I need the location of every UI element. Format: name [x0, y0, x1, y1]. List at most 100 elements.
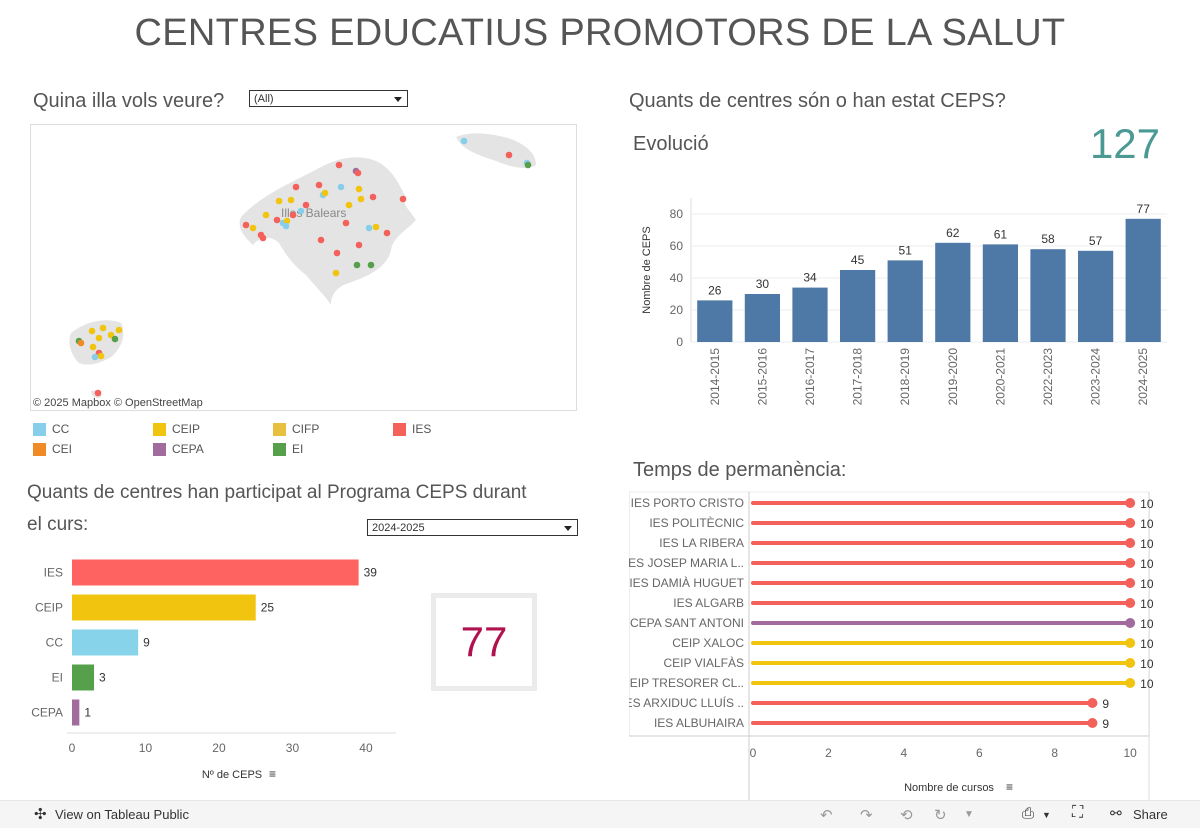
legend-swatch [33, 442, 46, 456]
bar [72, 629, 139, 656]
y-axis-title: Nombre de CEPS [641, 226, 653, 313]
y-tick-label: 20 [670, 303, 684, 317]
bar [839, 270, 876, 342]
category-label: IES LA RIBERA [659, 536, 744, 550]
x-tick-label: 2017-2018 [851, 348, 865, 406]
lollipop-dot [1125, 578, 1136, 588]
x-tick-label: 10 [1123, 746, 1137, 760]
participation-heading-line2: el curs: [27, 514, 89, 535]
undo-icon[interactable]: ↶ [820, 807, 833, 824]
category-label: CEIP VIALFÀS [664, 655, 744, 670]
share-icon[interactable]: ⚯ [1110, 805, 1122, 821]
redo-icon[interactable]: ↷ [860, 807, 873, 824]
data-label: 39 [364, 566, 378, 580]
data-label: 26 [708, 283, 722, 297]
x-axis-title: Nombre de cursos [904, 782, 994, 794]
legend-swatch [273, 442, 286, 456]
category-label: EI [52, 671, 63, 685]
data-label: 61 [994, 227, 1008, 241]
participation-bar-chart[interactable]: 39 IES 25 CEIP 9 CC 3 EI 1 CEPA 0 10 20 30 40 Nº de CEP… [20, 550, 410, 780]
year-filter-dropdown[interactable]: 2024-2025 [367, 519, 578, 536]
map-points[interactable] [75, 137, 532, 397]
sort-icon: ≡ [269, 767, 276, 780]
fullscreen-icon[interactable]: ⛶ [1072, 804, 1084, 821]
legend-item-cc[interactable]: CC [33, 422, 69, 436]
category-label: IES DAMIÀ HUGUET [629, 575, 744, 590]
lollipop-dot [1125, 618, 1136, 628]
refresh-dropdown-icon[interactable]: ▼ [964, 809, 974, 820]
x-tick-label: 10 [139, 741, 153, 755]
legend-swatch [153, 422, 166, 436]
x-tick-label: 2 [825, 746, 832, 760]
legend-swatch [33, 422, 46, 436]
year-filter-value: 2024-2025 [372, 522, 425, 534]
category-label: CEIP XALOC [672, 636, 744, 650]
bar [792, 287, 828, 342]
bar [982, 244, 1019, 342]
legend-item-ies[interactable]: IES [393, 422, 431, 436]
revert-icon[interactable]: ⟲ [900, 807, 913, 824]
lollipop-dot [1125, 598, 1136, 608]
x-tick-label: 0 [750, 746, 757, 760]
data-label: 30 [756, 277, 770, 291]
download-dropdown-icon[interactable]: ▼ [1042, 810, 1051, 820]
evolution-heading: Quants de centres són o han estat CEPS? [629, 90, 1006, 112]
island-filter-dropdown[interactable]: (All) [249, 90, 408, 107]
lollipop-dot [1125, 498, 1136, 508]
legend-item-ceip[interactable]: CEIP [153, 422, 200, 436]
bar [1030, 249, 1066, 342]
data-label: 45 [851, 253, 865, 267]
data-label: 10 [1140, 557, 1154, 571]
data-label: 10 [1140, 617, 1154, 631]
view-on-tableau-link[interactable]: View on Tableau Public [55, 807, 189, 822]
legend-swatch [393, 422, 406, 436]
y-tick-label: 0 [676, 335, 683, 349]
y-tick-label: 40 [670, 271, 684, 285]
bar [72, 559, 359, 586]
category-label: IES POLITÈCNIC [649, 515, 744, 530]
map-place-label: Illes Balears [281, 206, 346, 220]
x-tick-label: 0 [69, 741, 76, 755]
x-tick-label: 2024-2025 [1136, 348, 1150, 406]
lollipop-dot [1125, 558, 1136, 568]
bar [72, 664, 95, 691]
x-tick-label: 6 [976, 746, 983, 760]
dropdown-arrow-icon [394, 97, 402, 102]
participation-kpi: 77 [460, 618, 508, 665]
x-tick-label: 2014-2015 [708, 348, 722, 406]
x-tick-label: 2020-2021 [993, 348, 1007, 406]
bar [744, 294, 781, 342]
download-icon[interactable]: ⎙ [1022, 805, 1035, 822]
data-label: 77 [1137, 202, 1151, 216]
data-label: 10 [1140, 597, 1154, 611]
bar [1077, 250, 1114, 342]
island-filter-label: Quina illa vols veure? [33, 90, 225, 112]
permanence-lollipop-chart[interactable]: IES PORTO CRISTO 10 IES POLITÈCNIC 10 IES LA… [629, 490, 1154, 800]
category-label: IES JOSEP MARIA L.. [629, 556, 744, 570]
data-label: 9 [1102, 717, 1109, 731]
dashboard-title: CENTRES EDUCATIUS PROMOTORS DE LA SALUT [134, 12, 1066, 54]
x-tick-label: 2019-2020 [946, 348, 960, 406]
y-tick-label: 60 [670, 239, 684, 253]
eivissa-island-shape [69, 320, 124, 365]
data-label: 10 [1140, 577, 1154, 591]
y-tick-label: 80 [670, 207, 684, 221]
bar [72, 699, 80, 726]
category-label: IES PORTO CRISTO [631, 496, 744, 510]
data-label: 10 [1140, 517, 1154, 531]
legend-item-cifp[interactable]: CIFP [273, 422, 319, 436]
map-view[interactable]: Illes Balears [30, 124, 577, 411]
legend-item-cei[interactable]: CEI [33, 442, 72, 456]
category-label: CEIP TRESORER CL.. [629, 676, 744, 690]
legend-item-cepa[interactable]: CEPA [153, 442, 204, 456]
total-ceps-kpi: 127 [1089, 120, 1161, 167]
category-label: CEPA [31, 706, 63, 720]
share-button[interactable]: Share [1133, 807, 1168, 822]
evolution-bar-chart[interactable]: 0 20 40 60 80 Nombre de CEPS 26 2014-2015 30 2015… [629, 188, 1174, 418]
refresh-icon[interactable]: ↻ [934, 807, 947, 824]
legend-item-ei[interactable]: EI [273, 442, 303, 456]
x-tick-label: 2015-2016 [755, 348, 769, 406]
category-label: CEIP [35, 601, 63, 615]
data-label: 10 [1140, 637, 1154, 651]
bar [72, 594, 256, 621]
